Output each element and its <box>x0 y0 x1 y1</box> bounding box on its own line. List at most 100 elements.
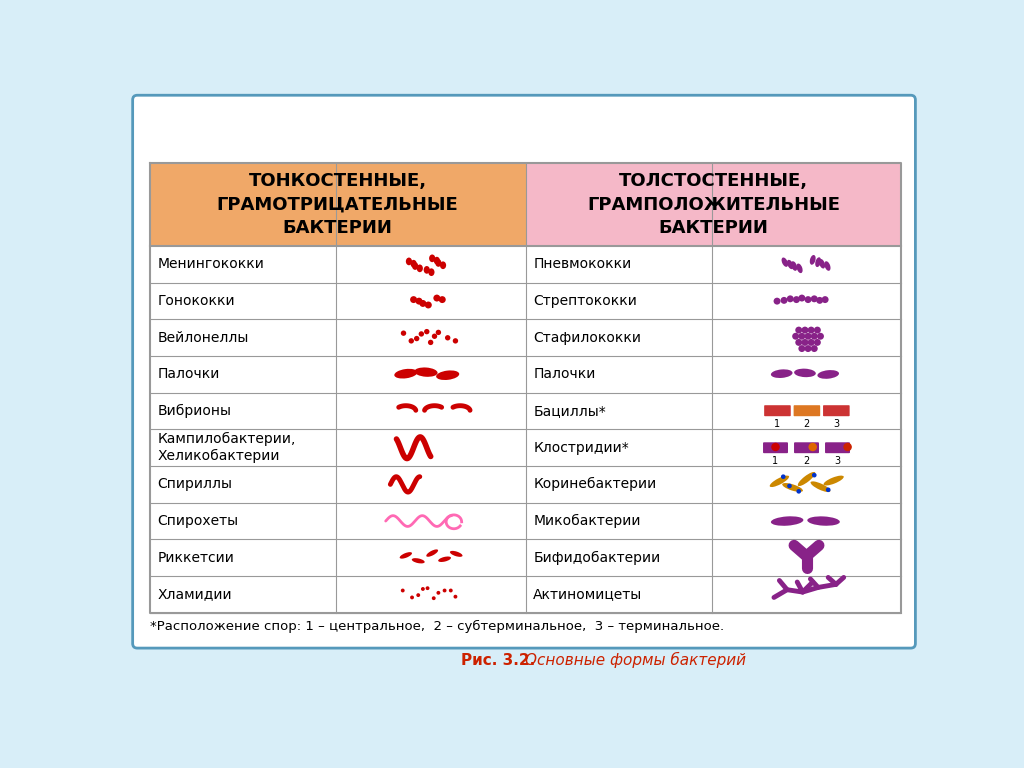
Ellipse shape <box>432 596 435 600</box>
Ellipse shape <box>412 558 425 564</box>
Text: Коринебактерии: Коринебактерии <box>534 478 656 492</box>
Ellipse shape <box>824 261 830 271</box>
Ellipse shape <box>821 296 828 303</box>
Ellipse shape <box>435 259 441 266</box>
Ellipse shape <box>791 261 798 271</box>
Ellipse shape <box>432 333 437 339</box>
Bar <box>525 163 901 247</box>
Ellipse shape <box>817 370 839 379</box>
Ellipse shape <box>796 339 802 346</box>
Ellipse shape <box>826 488 830 492</box>
Ellipse shape <box>817 333 824 339</box>
Ellipse shape <box>438 557 451 562</box>
Ellipse shape <box>787 484 792 488</box>
Ellipse shape <box>808 339 815 346</box>
Text: Вибрионы: Вибрионы <box>158 404 231 418</box>
Ellipse shape <box>400 330 407 336</box>
Ellipse shape <box>809 442 817 452</box>
Text: Палочки: Палочки <box>158 367 220 382</box>
Ellipse shape <box>770 475 790 487</box>
Ellipse shape <box>796 326 802 333</box>
Ellipse shape <box>793 333 799 339</box>
Ellipse shape <box>810 255 816 265</box>
Ellipse shape <box>436 591 440 594</box>
Text: 2: 2 <box>804 419 810 429</box>
Text: Спирохеты: Спирохеты <box>158 514 239 528</box>
Text: Бифидобактерии: Бифидобактерии <box>534 551 660 564</box>
Ellipse shape <box>429 254 435 262</box>
Ellipse shape <box>795 369 816 377</box>
Ellipse shape <box>424 266 430 273</box>
Ellipse shape <box>450 551 463 557</box>
Ellipse shape <box>805 345 812 352</box>
Ellipse shape <box>436 370 459 380</box>
Ellipse shape <box>771 516 804 526</box>
Text: Стрептококки: Стрептококки <box>534 294 637 308</box>
Ellipse shape <box>428 268 434 276</box>
Ellipse shape <box>805 296 812 303</box>
Text: Спириллы: Спириллы <box>158 478 232 492</box>
Ellipse shape <box>400 588 404 592</box>
Ellipse shape <box>449 588 453 592</box>
Ellipse shape <box>811 345 818 352</box>
Ellipse shape <box>425 302 432 309</box>
FancyBboxPatch shape <box>793 404 821 417</box>
Ellipse shape <box>802 339 809 346</box>
Ellipse shape <box>454 594 458 598</box>
Text: ТОНКОСТЕННЫЕ,
ГРАМОТРИЦАТЕЛЬНЫЕ
БАКТЕРИИ: ТОНКОСТЕННЫЕ, ГРАМОТРИЦАТЕЛЬНЫЕ БАКТЕРИИ <box>217 172 459 237</box>
Ellipse shape <box>819 259 825 269</box>
Text: Основные формы бактерий: Основные формы бактерий <box>524 652 745 668</box>
Text: *Расположение спор: 1 – центральное,  2 – субтерминальное,  3 – терминальное.: *Расположение спор: 1 – центральное, 2 –… <box>150 620 724 633</box>
Ellipse shape <box>409 338 414 343</box>
Ellipse shape <box>814 326 821 333</box>
Ellipse shape <box>787 260 794 269</box>
Text: Бациллы*: Бациллы* <box>534 404 606 418</box>
Text: Менингококки: Менингококки <box>158 257 264 271</box>
Ellipse shape <box>771 369 793 378</box>
Ellipse shape <box>799 295 805 302</box>
Ellipse shape <box>805 333 812 339</box>
Text: Риккетсии: Риккетсии <box>158 551 234 564</box>
Text: 3: 3 <box>835 456 841 466</box>
Ellipse shape <box>798 472 815 486</box>
Text: Пневмококки: Пневмококки <box>534 257 632 271</box>
Text: Палочки: Палочки <box>534 367 596 382</box>
Ellipse shape <box>416 298 423 305</box>
Ellipse shape <box>394 369 418 379</box>
Ellipse shape <box>814 339 821 346</box>
Ellipse shape <box>433 295 440 302</box>
Ellipse shape <box>797 263 803 273</box>
Ellipse shape <box>797 489 801 494</box>
Ellipse shape <box>410 595 414 599</box>
Ellipse shape <box>811 333 818 339</box>
Ellipse shape <box>844 442 852 452</box>
Text: Кампилобактерии,
Хеликобактерии: Кампилобактерии, Хеликобактерии <box>158 432 296 463</box>
Ellipse shape <box>799 333 805 339</box>
Ellipse shape <box>811 482 830 492</box>
Text: Актиномицеты: Актиномицеты <box>534 588 643 601</box>
FancyBboxPatch shape <box>822 404 851 417</box>
Ellipse shape <box>411 260 417 267</box>
Ellipse shape <box>811 296 818 303</box>
Ellipse shape <box>773 298 780 305</box>
Ellipse shape <box>435 329 441 335</box>
Ellipse shape <box>445 335 451 340</box>
FancyBboxPatch shape <box>794 442 819 454</box>
Ellipse shape <box>786 296 794 303</box>
Text: Рис. 3.2.: Рис. 3.2. <box>461 653 536 668</box>
Text: Хламидии: Хламидии <box>158 588 232 601</box>
Text: 2: 2 <box>804 456 810 466</box>
Ellipse shape <box>802 326 809 333</box>
Ellipse shape <box>426 549 438 557</box>
Ellipse shape <box>438 296 445 303</box>
Bar <box>150 163 525 247</box>
Text: Гонококки: Гонококки <box>158 294 236 308</box>
Text: 1: 1 <box>772 456 778 466</box>
Ellipse shape <box>415 367 437 377</box>
Text: Микобактерии: Микобактерии <box>534 514 641 528</box>
Ellipse shape <box>780 297 787 304</box>
Ellipse shape <box>420 300 426 307</box>
Ellipse shape <box>421 587 425 591</box>
FancyBboxPatch shape <box>824 442 851 454</box>
Ellipse shape <box>434 257 440 264</box>
